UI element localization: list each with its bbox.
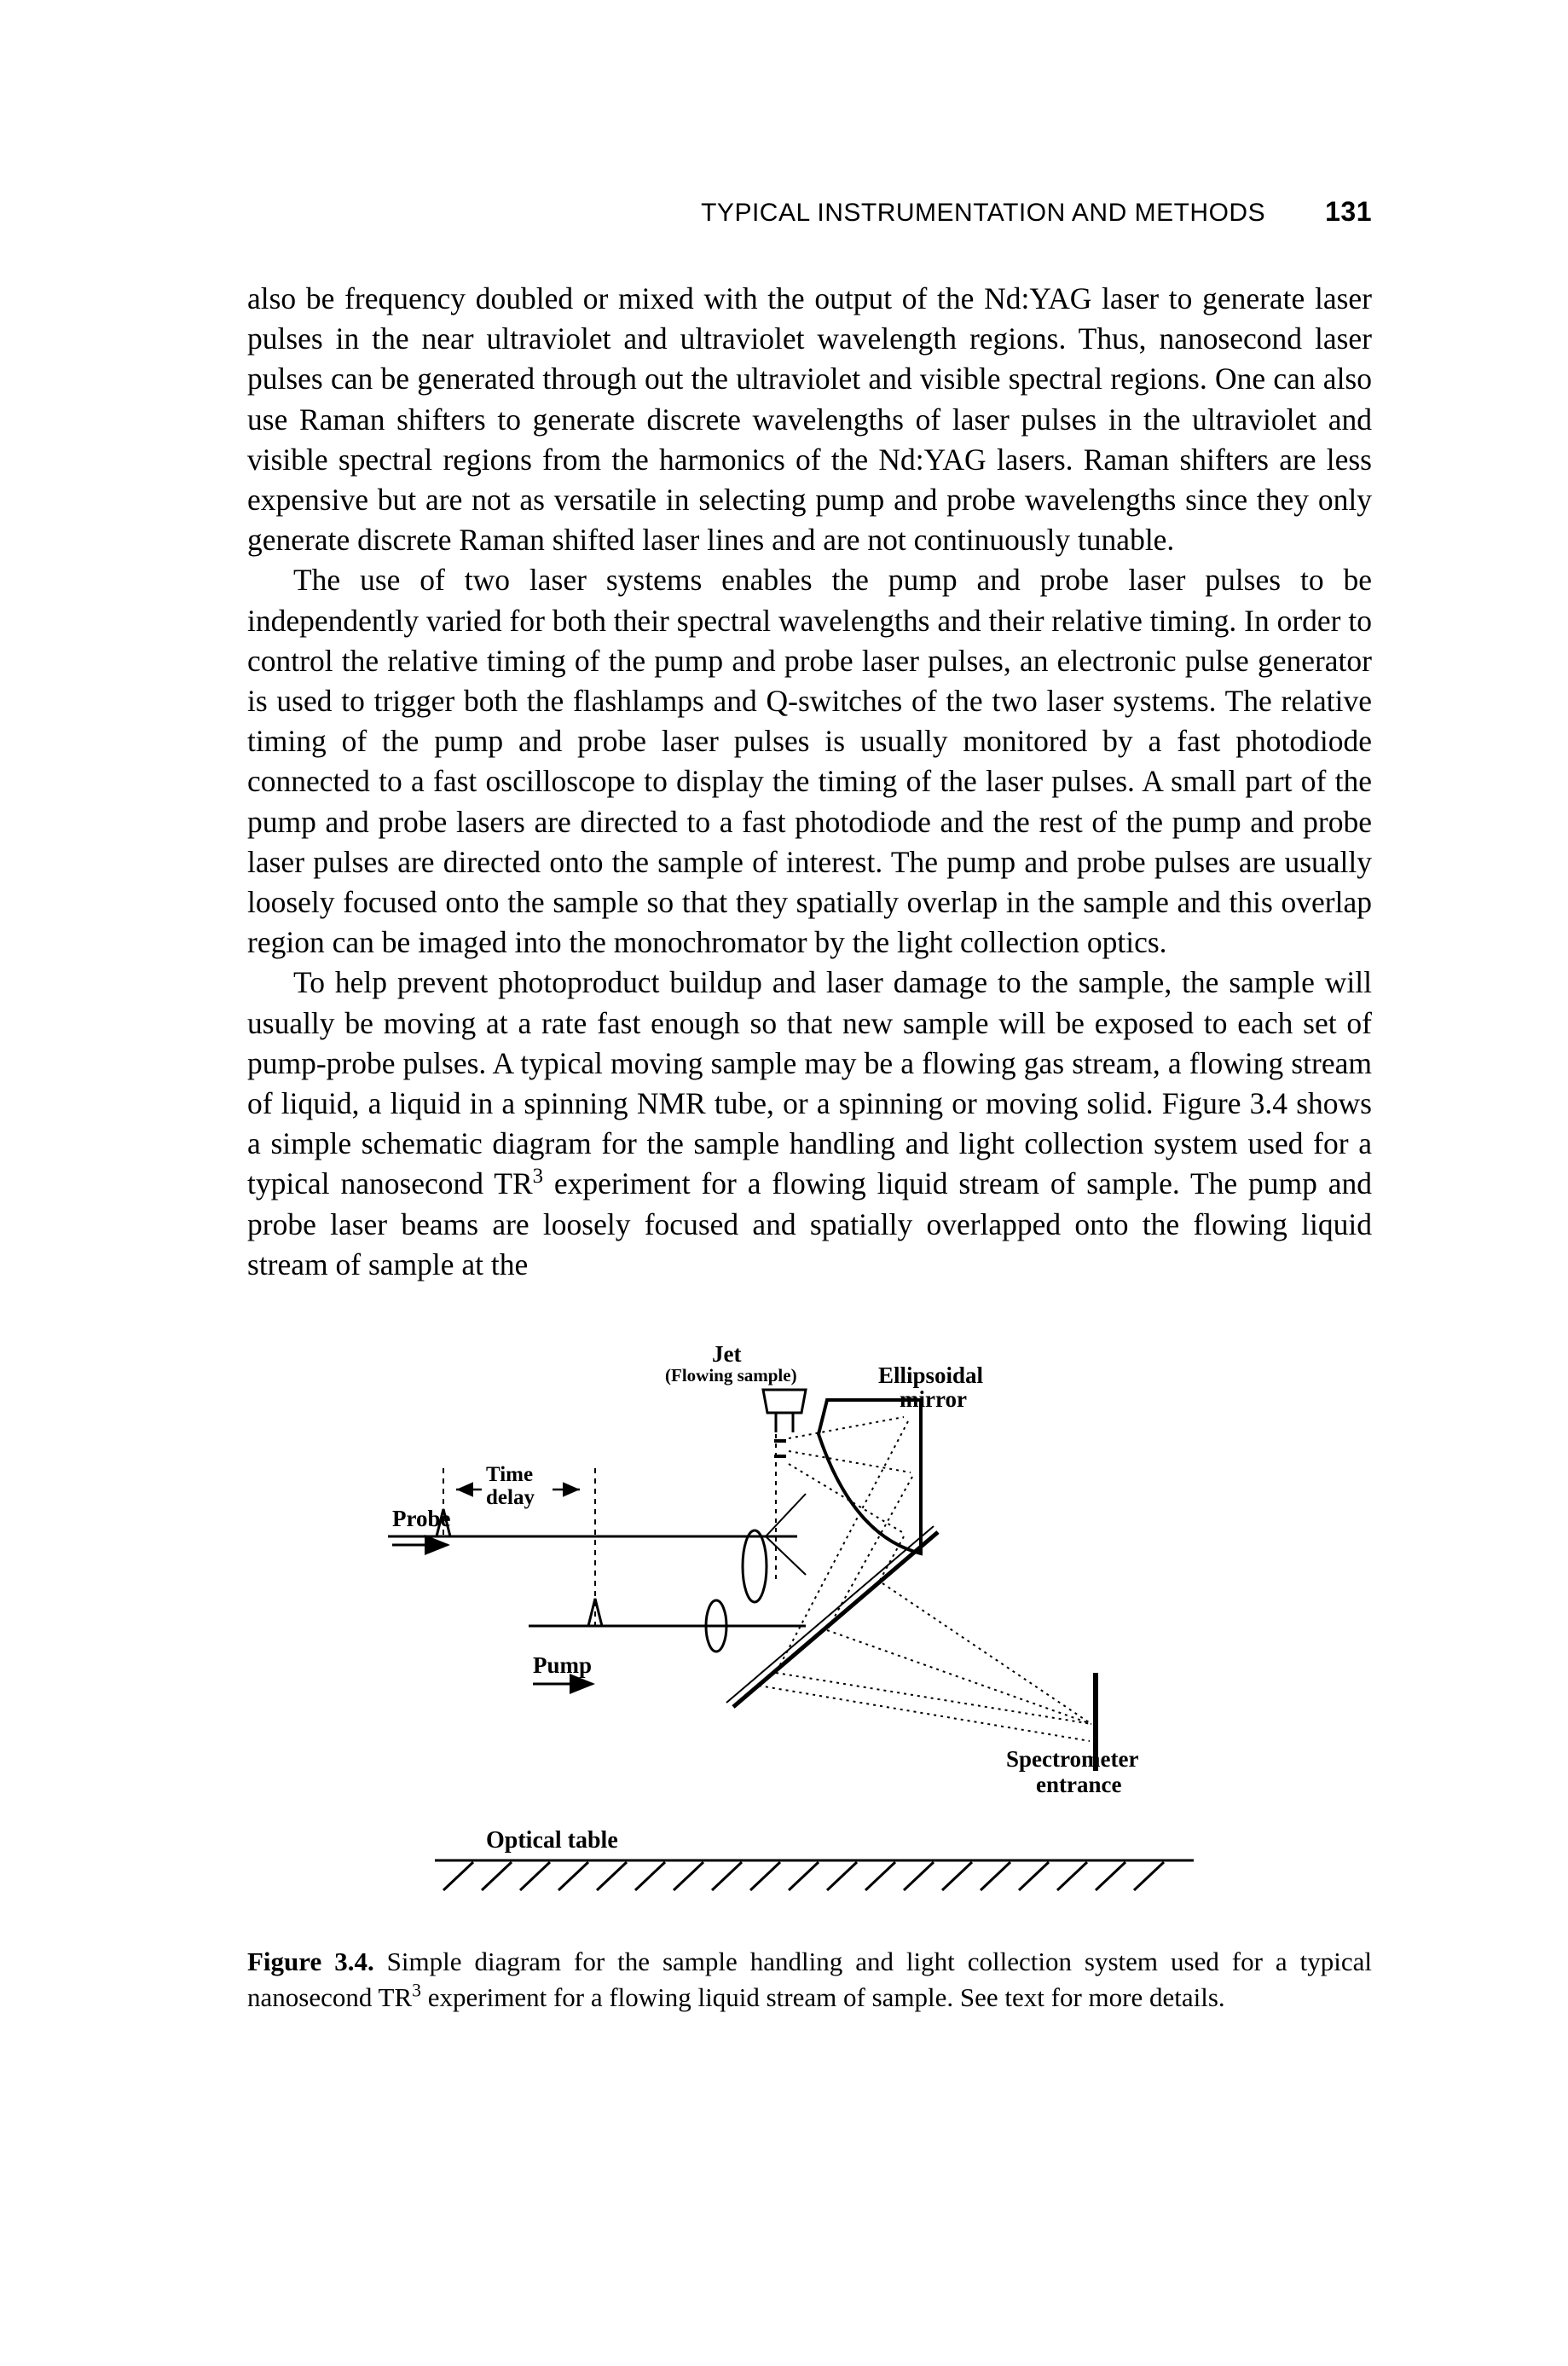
caption-text-b: experiment for a flowing liquid stream o… [421,1982,1225,2012]
body-text: also be frequency doubled or mixed with … [247,279,1372,1285]
label-mirror: mirror [900,1386,967,1412]
label-jet: Jet [712,1341,741,1367]
running-title: TYPICAL INSTRUMENTATION AND METHODS [701,199,1265,228]
page: TYPICAL INSTRUMENTATION AND METHODS 131 … [0,0,1568,2366]
page-number: 131 [1325,196,1372,228]
paragraph-1: also be frequency doubled or mixed with … [247,279,1372,560]
label-ellipsoidal: Ellipsoidal [878,1362,984,1388]
figure-diagram: Optical table Probe Time delay [375,1340,1245,1920]
label-flowing-sample: (Flowing sample) [665,1365,797,1385]
label-pump: Pump [533,1652,592,1678]
caption-lead: Figure 3.4. [247,1947,374,1976]
label-spectrometer: Spectrometer [1006,1746,1138,1772]
label-time: Time [486,1463,533,1486]
paragraph-3: To help prevent photoproduct buildup and… [247,963,1372,1285]
superscript-3: 3 [533,1166,543,1189]
label-optical-table: Optical table [486,1827,618,1854]
caption-sup: 3 [412,1981,421,2001]
figure-svg: Optical table Probe Time delay [375,1340,1245,1920]
figure-caption: Figure 3.4. Simple diagram for the sampl… [247,1944,1372,2016]
label-entrance: entrance [1036,1772,1121,1797]
running-head: TYPICAL INSTRUMENTATION AND METHODS 131 [247,196,1372,228]
paragraph-2: The use of two laser systems enables the… [247,560,1372,963]
label-delay: delay [486,1486,535,1509]
figure-3-4: Optical table Probe Time delay [247,1340,1372,2016]
